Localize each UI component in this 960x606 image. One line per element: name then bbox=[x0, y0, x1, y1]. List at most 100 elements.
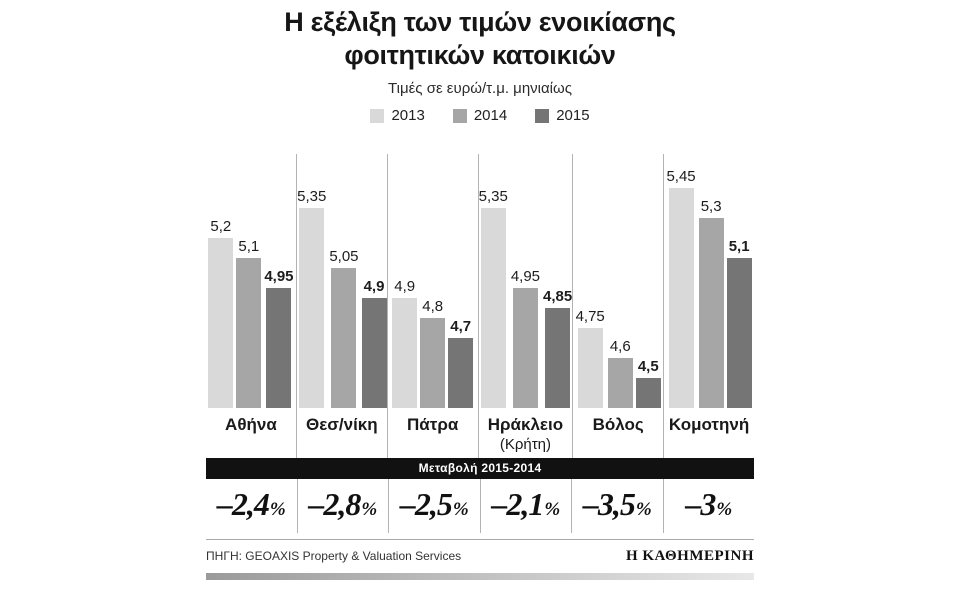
bar-value-label: 4,6 bbox=[609, 338, 631, 355]
bar-group: 5,35 5,05 4,9 bbox=[297, 154, 387, 408]
bar-value-label: 4,7 bbox=[450, 318, 472, 335]
bar-wrap: 5,3 bbox=[698, 198, 724, 408]
chart-columns: 5,2 5,1 4,95 Αθήνα 5,35 5,05 4,9 Θεσ/νίκη 4,9 4,8… bbox=[206, 154, 754, 458]
category-label: Πάτρα bbox=[388, 408, 478, 458]
bar-wrap: 4,75 bbox=[576, 308, 605, 408]
chart-column: 4,75 4,6 4,5 Βόλος bbox=[573, 154, 665, 458]
bar-group: 5,2 5,1 4,95 bbox=[206, 154, 296, 408]
category-label: Ηράκλειο (Κρήτη) bbox=[479, 408, 573, 458]
bar-wrap: 5,2 bbox=[208, 218, 234, 408]
source-credit: ΠΗΓΗ: GEOAXIS Property & Valuation Servi… bbox=[206, 549, 462, 563]
bar-2015 bbox=[448, 338, 474, 408]
bar-value-label: 4,8 bbox=[422, 298, 444, 315]
category-name: Αθήνα bbox=[225, 415, 277, 434]
bar-2013 bbox=[577, 328, 603, 408]
chart-title-line1: Η εξέλιξη των τιμών ενοικίασης bbox=[284, 7, 676, 37]
bar-group: 5,45 5,3 5,1 bbox=[664, 154, 754, 408]
bar-value-label: 4,9 bbox=[363, 278, 385, 295]
category-label: Κομοτηνή bbox=[664, 408, 754, 458]
bar-group: 4,9 4,8 4,7 bbox=[388, 154, 478, 408]
bar-2014 bbox=[236, 258, 262, 408]
change-cell: –2,1% bbox=[481, 479, 572, 533]
chart-area: 5,2 5,1 4,95 Αθήνα 5,35 5,05 4,9 Θεσ/νίκη 4,9 4,8… bbox=[206, 154, 754, 533]
legend: 2013 2014 2015 bbox=[0, 107, 960, 124]
bar-2013 bbox=[208, 238, 234, 408]
change-value: –2,1 bbox=[491, 486, 544, 522]
legend-label-2015: 2015 bbox=[556, 107, 590, 124]
bar-value-label: 4,75 bbox=[575, 308, 605, 325]
bar-value-label: 5,2 bbox=[210, 218, 232, 235]
category-name: Πάτρα bbox=[407, 415, 459, 434]
change-cell: –2,4% bbox=[206, 479, 298, 533]
bar-2013 bbox=[480, 208, 506, 408]
bar-wrap: 4,5 bbox=[635, 358, 661, 408]
bar-group: 4,75 4,6 4,5 bbox=[573, 154, 663, 408]
bar-wrap: 4,9 bbox=[392, 278, 418, 408]
percent-row: –2,4% –2,8% –2,5% –2,1% –3,5% –3% bbox=[206, 479, 754, 533]
bar-2015 bbox=[545, 308, 571, 408]
legend-swatch-2014 bbox=[452, 108, 467, 123]
bar-wrap: 5,05 bbox=[329, 248, 359, 408]
change-cell: –2,8% bbox=[298, 479, 389, 533]
category-label: Θεσ/νίκη bbox=[297, 408, 387, 458]
bar-2014 bbox=[607, 358, 633, 408]
chart-subtitle: Τιμές σε ευρώ/τ.μ. μηνιαίως bbox=[388, 80, 572, 97]
bar-wrap: 4,95 bbox=[264, 268, 294, 408]
chart-title: Η εξέλιξη των τιμών ενοικίασης φοιτητικώ… bbox=[0, 6, 960, 72]
bar-2015 bbox=[726, 258, 752, 408]
percent-sign: % bbox=[716, 499, 733, 520]
change-value: –2,8 bbox=[308, 486, 361, 522]
bar-2015 bbox=[635, 378, 661, 408]
bar-value-label: 5,35 bbox=[478, 188, 508, 205]
bar-wrap: 5,35 bbox=[479, 188, 508, 408]
bar-2014 bbox=[512, 288, 538, 408]
chart-column: 5,35 5,05 4,9 Θεσ/νίκη bbox=[297, 154, 388, 458]
change-cell: –3% bbox=[664, 479, 755, 533]
legend-item-2015: 2015 bbox=[535, 107, 590, 124]
change-value: –2,5 bbox=[399, 486, 453, 522]
bar-wrap: 4,85 bbox=[543, 288, 572, 408]
percent-sign: % bbox=[452, 499, 469, 520]
bar-2014 bbox=[698, 218, 724, 408]
bar-group: 5,35 4,95 4,85 bbox=[479, 154, 572, 408]
chart-column: 5,45 5,3 5,1 Κομοτηνή bbox=[664, 154, 754, 458]
bar-2013 bbox=[668, 188, 694, 408]
bar-wrap: 4,7 bbox=[448, 318, 474, 408]
page: { "chart_data": { "type": "bar", "title"… bbox=[0, 6, 960, 606]
bar-value-label: 5,45 bbox=[666, 168, 696, 185]
footer-row: ΠΗΓΗ: GEOAXIS Property & Valuation Servi… bbox=[206, 539, 754, 565]
bar-value-label: 4,5 bbox=[637, 358, 659, 375]
bar-2015 bbox=[266, 288, 292, 408]
bar-wrap: 5,35 bbox=[297, 188, 326, 408]
bar-wrap: 4,8 bbox=[420, 298, 446, 408]
bar-value-label: 4,95 bbox=[510, 268, 541, 285]
percent-sign: % bbox=[269, 499, 286, 520]
bar-value-label: 4,9 bbox=[394, 278, 416, 295]
category-name: Θεσ/νίκη bbox=[305, 415, 378, 434]
category-name: Ηράκλειο bbox=[487, 415, 564, 434]
bar-wrap: 5,1 bbox=[236, 238, 262, 408]
category-sublabel: (Κρήτη) bbox=[499, 436, 551, 453]
legend-item-2014: 2014 bbox=[452, 107, 507, 124]
category-label: Αθήνα bbox=[206, 408, 296, 458]
bar-value-label: 4,85 bbox=[543, 288, 573, 305]
change-cell: –3,5% bbox=[572, 479, 664, 533]
bar-value-label: 5,3 bbox=[700, 198, 722, 215]
legend-item-2013: 2013 bbox=[370, 107, 425, 124]
footer: ΠΗΓΗ: GEOAXIS Property & Valuation Servi… bbox=[206, 539, 754, 580]
bar-value-label: 5,1 bbox=[238, 238, 260, 255]
percent-sign: % bbox=[544, 499, 561, 520]
category-name: Βόλος bbox=[592, 415, 644, 434]
percent-sign: % bbox=[361, 499, 378, 520]
gradient-bar bbox=[206, 573, 754, 580]
change-value: –2,4 bbox=[216, 486, 270, 522]
change-cell: –2,5% bbox=[389, 479, 481, 533]
bar-2013 bbox=[392, 298, 418, 408]
chart-column: 4,9 4,8 4,7 Πάτρα bbox=[388, 154, 479, 458]
newspaper-logo: Η ΚΑΘΗΜΕΡΙΝΗ bbox=[625, 548, 754, 564]
bar-value-label: 5,35 bbox=[297, 188, 327, 205]
category-name: Κομοτηνή bbox=[668, 415, 750, 434]
bar-value-label: 5,1 bbox=[728, 238, 750, 255]
bar-wrap: 4,9 bbox=[361, 278, 387, 408]
bar-value-label: 5,05 bbox=[329, 248, 359, 265]
